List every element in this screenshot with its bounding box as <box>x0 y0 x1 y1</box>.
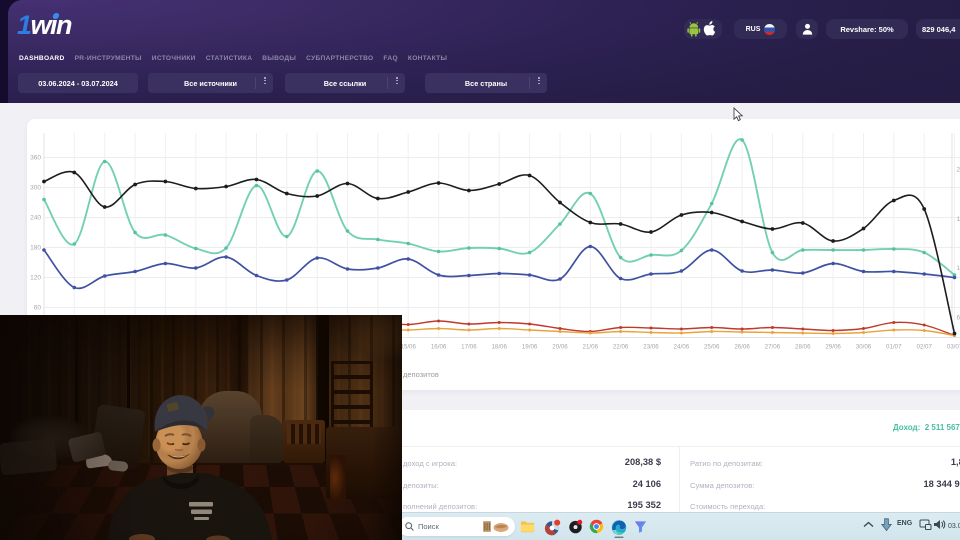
svg-text:депозитов: депозитов <box>403 370 439 379</box>
svg-text:24: 24 <box>957 167 960 174</box>
svg-text:22/06: 22/06 <box>613 344 629 351</box>
svg-text:01/07: 01/07 <box>886 344 902 351</box>
svg-text:12: 12 <box>957 265 960 272</box>
svg-text:29/06: 29/06 <box>825 344 841 351</box>
svg-text:30/06: 30/06 <box>856 344 872 351</box>
svg-text:21/06: 21/06 <box>583 344 599 351</box>
svg-text:18: 18 <box>957 216 960 223</box>
svg-text:18/06: 18/06 <box>491 344 507 351</box>
svg-text:27/06: 27/06 <box>765 344 781 351</box>
svg-text:120: 120 <box>30 275 41 282</box>
svg-text:19/06: 19/06 <box>522 344 538 351</box>
svg-text:03/07: 03/07 <box>947 344 960 351</box>
svg-text:23/06: 23/06 <box>643 344 659 351</box>
svg-text:02/07: 02/07 <box>916 344 932 351</box>
svg-text:240: 240 <box>30 215 41 222</box>
svg-text:26/06: 26/06 <box>734 344 750 351</box>
svg-text:60: 60 <box>957 315 960 322</box>
svg-text:28/06: 28/06 <box>795 344 811 351</box>
svg-text:17/06: 17/06 <box>461 344 477 351</box>
svg-text:360: 360 <box>30 155 41 162</box>
svg-text:300: 300 <box>30 185 41 192</box>
svg-text:16/06: 16/06 <box>431 344 447 351</box>
svg-text:25/06: 25/06 <box>704 344 720 351</box>
svg-text:15/06: 15/06 <box>400 344 416 351</box>
svg-text:180: 180 <box>30 245 41 252</box>
svg-text:20/06: 20/06 <box>552 344 568 351</box>
svg-text:24/06: 24/06 <box>674 344 690 351</box>
svg-text:60: 60 <box>34 305 42 312</box>
